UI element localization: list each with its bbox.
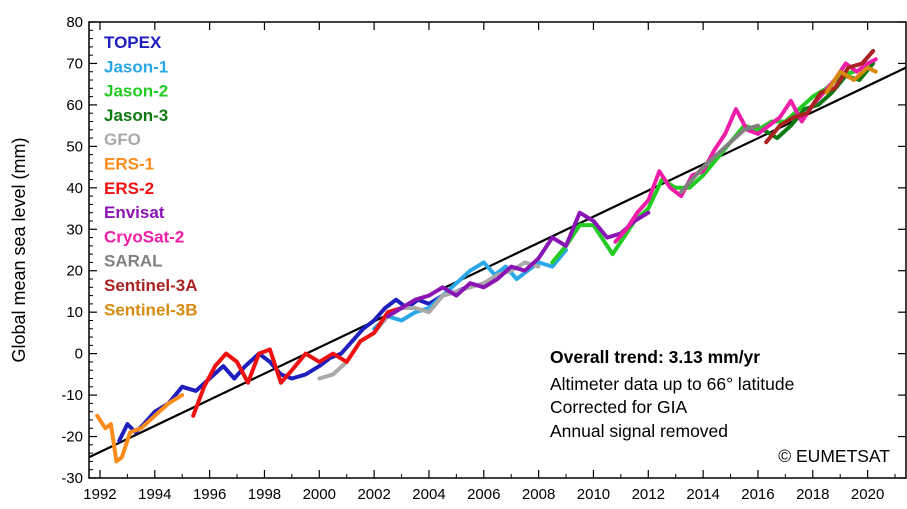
legend-entry-envisat: Envisat	[104, 203, 165, 222]
x-tick-label: 2002	[357, 486, 390, 503]
legend-entry-ers-2: ERS-2	[104, 179, 154, 198]
y-tick-label: 20	[66, 263, 83, 280]
series-layer	[95, 49, 878, 464]
note-annotation: Annual signal removed	[550, 421, 728, 441]
y-tick-label: -10	[61, 387, 83, 404]
legend-entry-jason-1: Jason-1	[104, 57, 168, 76]
note-annotation: Corrected for GIA	[550, 397, 687, 417]
legend-entry-jason-2: Jason-2	[104, 82, 168, 101]
series-line-sentinel-3a	[764, 49, 876, 145]
trend-annotation: Overall trend: 3.13 mm/yr	[550, 347, 760, 367]
legend-entry-saral: SARAL	[104, 252, 163, 271]
legend-entry-sentinel-3b: Sentinel-3B	[104, 300, 198, 319]
legend-entry-ers-1: ERS-1	[104, 155, 154, 174]
series-line-sentinel-3b	[824, 65, 878, 95]
x-tick-label: 2006	[467, 486, 500, 503]
x-tick-label: 2008	[522, 486, 555, 503]
x-tick-label: 1998	[248, 486, 281, 503]
x-axis: 1992 1994 1996 1998 2000 2002 2004 2006 2008 2010…	[83, 22, 896, 503]
plot-frame	[88, 21, 907, 479]
copyright-label: © EUMETSAT	[778, 446, 890, 466]
y-tick-label: 50	[66, 138, 83, 155]
x-tick-label: 1994	[138, 486, 171, 503]
y-tick-label: 60	[66, 97, 83, 114]
x-tick-label: 2000	[303, 486, 336, 503]
legend: TOPEX Jason-1 Jason-2 Jason-3 GFO ERS-1 ERS-2 E…	[104, 33, 198, 319]
y-tick-label: -30	[61, 470, 83, 487]
y-axis-title: Global mean sea level (mm)	[9, 137, 29, 362]
trend-line	[88, 66, 907, 459]
x-tick-label: 2012	[632, 486, 665, 503]
x-tick-label: 2020	[851, 486, 884, 503]
series-line-ers-1	[95, 393, 185, 464]
y-tick-label: 70	[66, 55, 83, 72]
trend-layer	[88, 66, 907, 459]
y-tick-label: 30	[66, 221, 83, 238]
series-line-ers-2	[191, 306, 404, 418]
series-line-jason-2	[550, 69, 856, 265]
y-tick-label: 10	[66, 304, 83, 321]
x-tick-label: 2016	[741, 486, 774, 503]
legend-entry-jason-3: Jason-3	[104, 106, 168, 125]
series-line-saral	[679, 123, 760, 194]
x-tick-label: 2004	[412, 486, 445, 503]
x-tick-label: 2010	[577, 486, 610, 503]
x-tick-label: 1992	[83, 486, 116, 503]
y-tick-label: -20	[61, 429, 83, 446]
x-tick-label: 2018	[796, 486, 829, 503]
series-line-gfo	[317, 260, 541, 381]
x-tick-label: 2014	[686, 486, 719, 503]
note-annotation: Altimeter data up to 66° latitude	[550, 374, 794, 394]
series-line-envisat	[385, 210, 651, 319]
y-axis: -30 -20 -10 0 10 20 30 40 50 60 70 80	[61, 14, 906, 487]
y-tick-label: 40	[66, 180, 83, 197]
x-tick-label: 1996	[193, 486, 226, 503]
legend-entry-topex: TOPEX	[104, 33, 162, 52]
y-tick-label: 80	[66, 14, 83, 31]
annotation-box: Overall trend: 3.13 mm/yr Altimeter data …	[550, 347, 890, 466]
legend-entry-cryosat-2: CryoSat-2	[104, 227, 184, 246]
legend-entry-gfo: GFO	[104, 130, 141, 149]
legend-entry-sentinel-3a: Sentinel-3A	[104, 276, 198, 295]
y-tick-label: 0	[75, 346, 83, 363]
